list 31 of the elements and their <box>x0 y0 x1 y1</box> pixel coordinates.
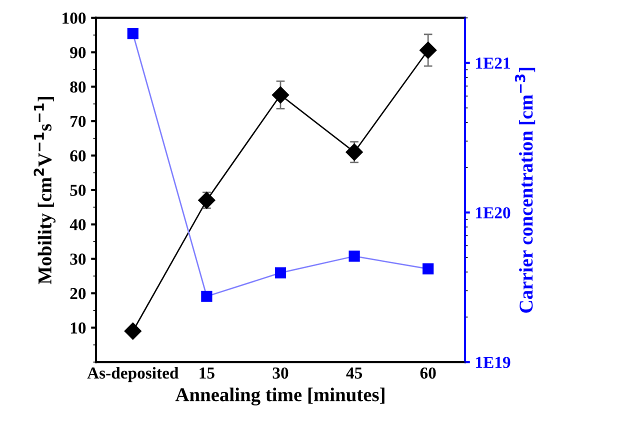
point <box>348 250 360 262</box>
y-tick-label: 90 <box>70 46 86 58</box>
y2-tick-label: 1E19 <box>476 356 510 368</box>
y2-tick-label: 1E21 <box>476 58 510 69</box>
y-tick-label: 100 <box>62 12 86 24</box>
point <box>420 42 437 59</box>
point <box>274 267 286 278</box>
y-tick-label: 50 <box>70 184 86 196</box>
x-tick-label: As-deposited <box>87 366 179 382</box>
x-tick-label: 30 <box>272 367 288 379</box>
x-tick-label: 15 <box>200 368 214 379</box>
x-axis-title: Annealing time [minutes] <box>175 388 384 406</box>
y-tick-label: 40 <box>70 219 86 230</box>
y2-axis-title: Carrier concentration [cm$^{−3}$] <box>514 68 536 313</box>
y2-tick-label: 1E20 <box>476 207 510 218</box>
y-tick-label: 80 <box>70 81 86 93</box>
y-tick-label: 30 <box>70 254 86 265</box>
y-tick-label: 60 <box>70 150 86 162</box>
y-tick-label: 10 <box>70 322 86 334</box>
y-tick-label: 20 <box>70 288 86 300</box>
point <box>127 28 138 40</box>
x-tick-label: 60 <box>420 367 436 379</box>
y-tick-label: 70 <box>70 116 86 128</box>
point <box>201 290 212 302</box>
point <box>272 86 290 104</box>
y-axis-title: Mobility [cm$^{2}$V$^{−1}$s$^{−1}$] <box>34 97 56 284</box>
x-tick-label: 45 <box>346 368 362 379</box>
point <box>198 192 216 209</box>
point <box>124 322 142 340</box>
point <box>422 263 434 274</box>
point <box>346 144 363 161</box>
